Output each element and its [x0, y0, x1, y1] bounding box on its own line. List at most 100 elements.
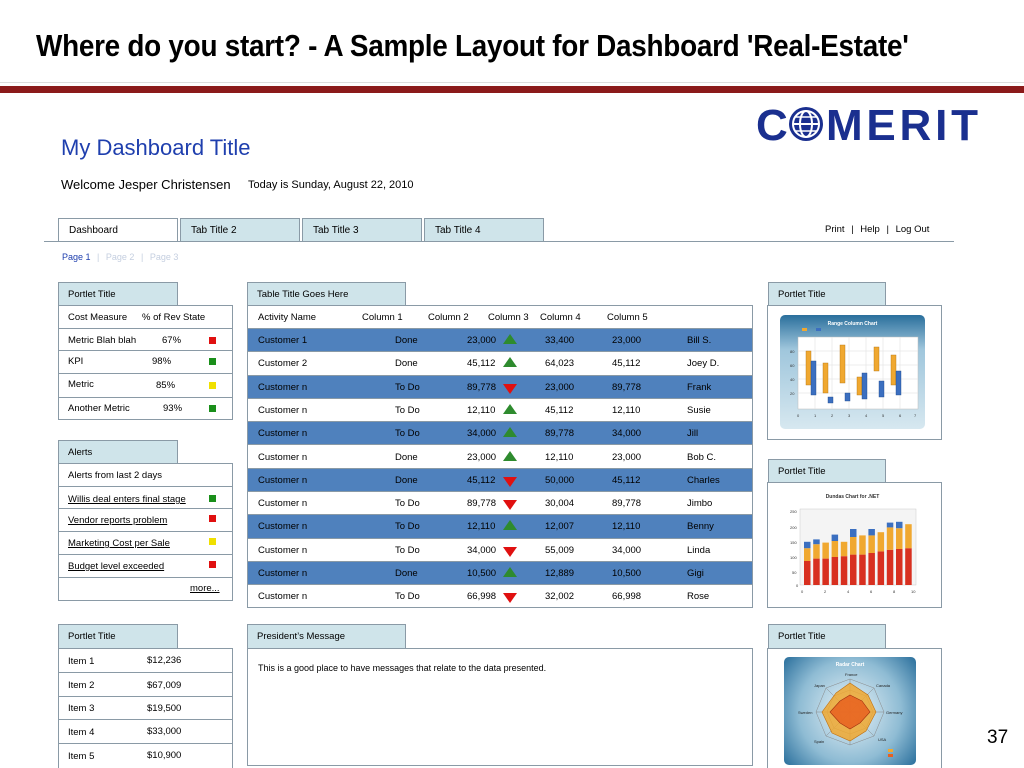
alert-link[interactable]: Willis deal enters final stage: [68, 494, 186, 505]
table-row[interactable]: Customer n Done 10,500 12,889 10,500 Gigi: [248, 562, 752, 586]
table-row[interactable]: Customer n To Do 89,778 23,000 89,778 Frank: [248, 375, 752, 399]
range-portlet-tab[interactable]: Portlet Title: [768, 282, 886, 306]
svg-text:4: 4: [847, 589, 850, 594]
value-cell: 89,778: [612, 381, 642, 393]
items-portlet-tab[interactable]: Portlet Title: [58, 624, 178, 648]
activity-name: Customer n: [258, 404, 308, 416]
alert-item[interactable]: Marketing Cost per Sale: [59, 532, 232, 555]
chart-bar: [831, 557, 839, 585]
kpi-row[interactable]: Metric 85%: [59, 374, 232, 398]
trend-up-icon: [503, 450, 517, 461]
item-row[interactable]: Item 5 $10,900: [59, 744, 232, 768]
table-row[interactable]: Customer n To Do 34,000 55,009 34,000 Linda: [248, 539, 752, 562]
status-cell: To Do: [395, 428, 420, 440]
alert-item[interactable]: Budget level exceeded: [59, 555, 232, 578]
kpi-row[interactable]: Another Metric 93%: [59, 398, 232, 420]
header-divider: [0, 82, 1024, 83]
print-link[interactable]: Print: [825, 224, 845, 235]
svg-text:0: 0: [801, 589, 804, 594]
column-header: Column 1: [362, 312, 403, 323]
value-cell: 34,000: [467, 544, 497, 556]
status-indicator-icon: [209, 538, 216, 545]
item-name: Item 4: [68, 727, 95, 738]
metric-name: Metric: [68, 379, 94, 390]
alert-link[interactable]: Budget level exceeded: [68, 561, 165, 572]
table-portlet-tab[interactable]: Table Title Goes Here: [247, 282, 406, 306]
person-cell: Benny: [687, 521, 714, 533]
status-cell: To Do: [395, 591, 420, 603]
item-row[interactable]: Item 1 $12,236: [59, 649, 232, 673]
value-cell: 64,023: [545, 358, 575, 370]
tab-title-3[interactable]: Tab Title 3: [302, 218, 422, 242]
svg-text:2: 2: [824, 589, 827, 594]
page-1-link[interactable]: Page 1: [62, 252, 91, 262]
item-value: $33,000: [147, 726, 182, 737]
kpi-portlet: Cost Measure % of Rev State Metric Blah …: [58, 305, 233, 420]
table-row[interactable]: Customer n Done 45,112 50,000 45,112 Charles: [248, 468, 752, 493]
table-row[interactable]: Customer n To Do 12,110 12,007 12,110 Benny: [248, 515, 752, 539]
tab-dashboard[interactable]: Dashboard: [58, 218, 178, 242]
svg-text:France: France: [845, 672, 858, 677]
item-row[interactable]: Item 2 $67,009: [59, 673, 232, 697]
table-row[interactable]: Customer n To Do 66,998 32,002 66,998 Rose: [248, 585, 752, 608]
chart-bar: [804, 548, 811, 561]
trend-up-icon: [503, 427, 517, 438]
kpi-row[interactable]: Metric Blah blah 67%: [59, 329, 232, 351]
status-cell: To Do: [395, 544, 420, 556]
dundas-chart-portlet: Dundas Chart for .NET 250 200 150 100 50 0 0 2…: [767, 482, 942, 608]
value-cell: 12,110: [612, 521, 641, 533]
radar-portlet-tab[interactable]: Portlet Title: [768, 624, 886, 648]
separator: |: [140, 252, 144, 262]
item-row[interactable]: Item 3 $19,500: [59, 697, 232, 720]
table-row[interactable]: Customer n To Do 34,000 89,778 34,000 Jill: [248, 422, 752, 446]
value-cell: 45,112: [612, 474, 641, 486]
item-row[interactable]: Item 4 $33,000: [59, 720, 232, 744]
alert-item[interactable]: Vendor reports problem: [59, 509, 232, 532]
svg-text:8: 8: [893, 589, 896, 594]
table-row[interactable]: Customer n Done 23,000 12,110 23,000 Bob C.: [248, 446, 752, 469]
value-cell: 23,000: [467, 451, 497, 463]
table-row[interactable]: Customer 1 Done 23,000 33,400 23,000 Bill S.: [248, 329, 752, 353]
trend-up-icon: [503, 357, 517, 368]
svg-text:Japan: Japan: [814, 683, 825, 688]
alerts-portlet-tab[interactable]: Alerts: [58, 440, 178, 464]
help-link[interactable]: Help: [860, 224, 880, 235]
activity-name: Customer n: [258, 498, 308, 510]
svg-text:200: 200: [790, 525, 797, 530]
table-row[interactable]: Customer n To Do 12,110 45,112 12,110 Susie: [248, 399, 752, 423]
trend-down-icon: [503, 476, 517, 487]
tab-title-4[interactable]: Tab Title 4: [424, 218, 544, 242]
svg-text:USA: USA: [878, 737, 887, 742]
kpi-portlet-tab[interactable]: Portlet Title: [58, 282, 178, 306]
value-cell: 34,000: [467, 428, 497, 440]
svg-text:1: 1: [814, 413, 817, 418]
svg-text:4: 4: [865, 413, 868, 418]
trend-up-icon: [503, 567, 517, 577]
message-portlet-tab[interactable]: President’s Message: [247, 624, 406, 648]
alert-item[interactable]: Willis deal enters final stage: [59, 487, 232, 509]
status-cell: To Do: [395, 521, 420, 533]
alert-link[interactable]: Vendor reports problem: [68, 515, 168, 526]
trend-down-icon: [503, 383, 517, 394]
table-row[interactable]: Customer n To Do 89,778 30,004 89,778 Jimbo: [248, 492, 752, 516]
dundas-portlet-tab[interactable]: Portlet Title: [768, 459, 886, 483]
more-link[interactable]: more...: [190, 583, 220, 594]
svg-text:Spain: Spain: [814, 739, 824, 744]
column-header: Activity Name: [258, 312, 317, 323]
page-3-link[interactable]: Page 3: [149, 252, 179, 262]
status-cell: Done: [395, 451, 418, 463]
value-cell: 89,778: [545, 428, 575, 440]
table-row[interactable]: Customer 2 Done 45,112 64,023 45,112 Joey D.: [248, 352, 752, 376]
chart-bar: [850, 537, 857, 555]
header-red-bar: [0, 86, 1024, 93]
alert-link[interactable]: Marketing Cost per Sale: [68, 538, 170, 549]
chart-bar: [905, 524, 912, 549]
page-2-link[interactable]: Page 2: [105, 252, 135, 262]
tab-title-2[interactable]: Tab Title 2: [180, 218, 300, 242]
svg-text:20: 20: [790, 391, 795, 396]
logout-link[interactable]: Log Out: [895, 224, 930, 235]
chart-bar: [804, 541, 811, 549]
kpi-row[interactable]: KPI 98%: [59, 351, 232, 374]
value-cell: 33,400: [545, 335, 575, 346]
chart-bar: [896, 549, 903, 585]
